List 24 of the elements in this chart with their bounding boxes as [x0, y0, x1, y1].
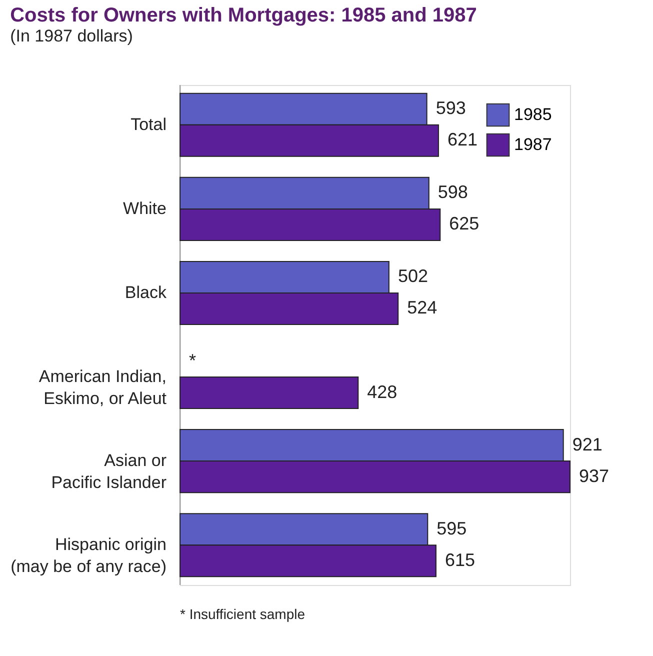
y-tick-label: Asian or Pacific Islander [51, 451, 167, 492]
y-tick-label: Hispanic origin (may be of any race) [10, 535, 166, 576]
data-label: 595 [436, 518, 467, 538]
y-tick-label: Total [130, 114, 166, 134]
text: * Insufficient sample [180, 606, 306, 622]
y-tick-label: American Indian, Eskimo, or Aleut [38, 367, 167, 408]
data-label: 502 [398, 266, 428, 286]
chart-subtitle: (In 1987 dollars) [10, 26, 133, 46]
data-label: 937 [579, 466, 610, 486]
data-label: 621 [447, 130, 478, 150]
legend-label: 1987 [514, 135, 552, 154]
chart-title: Costs for Owners with Mortgages: 1985 and 1987 [10, 4, 477, 26]
bar [180, 376, 359, 410]
data-label: 921 [572, 434, 602, 454]
data-label: 428 [367, 382, 398, 402]
data-label: 615 [444, 550, 476, 570]
data-label: 524 [407, 298, 438, 318]
legend-label: 1985 [514, 105, 552, 124]
y-tick-label: White [123, 198, 166, 218]
text: * [189, 350, 196, 370]
data-label: 593 [436, 98, 466, 118]
data-label: 625 [449, 214, 480, 234]
data-label: 598 [438, 182, 468, 202]
y-tick-label: Black [124, 282, 167, 302]
